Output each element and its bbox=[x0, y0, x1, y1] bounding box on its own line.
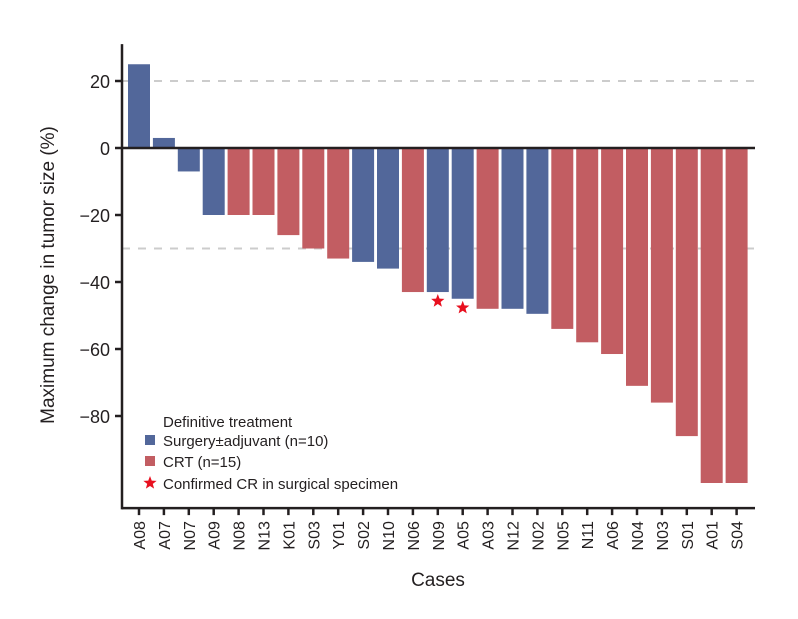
legend-swatch-surgery bbox=[145, 435, 155, 445]
x-tick-label: S03 bbox=[306, 521, 323, 550]
legend-item-surgery: Surgery±adjuvant (n=10) bbox=[145, 433, 328, 450]
legend: Definitive treatment Surgery±adjuvant (n… bbox=[143, 414, 398, 493]
legend-label-surgery: Surgery±adjuvant (n=10) bbox=[163, 433, 328, 450]
legend-swatch-crt bbox=[145, 456, 155, 466]
x-tick-label: N12 bbox=[506, 521, 523, 550]
x-tick-label: N11 bbox=[580, 521, 597, 549]
x-tick-label: S04 bbox=[730, 521, 747, 550]
x-tick-label: N07 bbox=[182, 521, 199, 550]
x-tick-label: N10 bbox=[381, 521, 398, 550]
x-tick-label: Y01 bbox=[331, 521, 348, 550]
x-tick-label: K01 bbox=[281, 521, 298, 550]
x-tick-label: N06 bbox=[406, 521, 423, 550]
bar-n09 bbox=[426, 148, 449, 293]
bars bbox=[128, 64, 748, 483]
y-tick-label: −80 bbox=[79, 407, 110, 427]
bar-a03 bbox=[476, 148, 499, 309]
y-axis-title: Maximum change in tumor size (%) bbox=[38, 126, 59, 424]
bar-a01 bbox=[700, 148, 723, 483]
legend-label-confirmed-cr: Confirmed CR in surgical specimen bbox=[163, 476, 398, 493]
bar-y01 bbox=[327, 148, 350, 259]
bar-s04 bbox=[725, 148, 748, 483]
star-icon bbox=[143, 476, 157, 489]
x-tick-label: N09 bbox=[431, 521, 448, 550]
x-tick-label: N13 bbox=[257, 521, 274, 550]
bar-s02 bbox=[352, 148, 375, 262]
legend-title: Definitive treatment bbox=[163, 414, 293, 431]
x-tick-label: A08 bbox=[132, 521, 149, 550]
bar-a08 bbox=[128, 64, 150, 148]
star-icon bbox=[431, 294, 445, 307]
y-ticks: 20 0 −20 −40 −60 −80 bbox=[79, 72, 122, 427]
x-tick-label: A03 bbox=[481, 521, 498, 550]
y-tick-label: −60 bbox=[79, 340, 110, 360]
x-tick-label: N05 bbox=[555, 521, 572, 550]
bar-k01 bbox=[277, 148, 300, 236]
x-tick-label: N03 bbox=[655, 521, 672, 550]
bar-a05 bbox=[451, 148, 474, 299]
x-tick-label: N08 bbox=[232, 521, 249, 550]
bar-s01 bbox=[675, 148, 698, 437]
bar-n13 bbox=[252, 148, 275, 215]
bar-n05 bbox=[551, 148, 574, 329]
y-tick-label: −40 bbox=[79, 273, 110, 293]
bar-n04 bbox=[626, 148, 648, 386]
y-tick-label: 20 bbox=[90, 72, 110, 92]
bar-n12 bbox=[501, 148, 524, 309]
x-tick-label: S01 bbox=[680, 521, 697, 550]
x-tick-label: A07 bbox=[157, 521, 174, 550]
bar-n10 bbox=[377, 148, 399, 269]
y-tick-label: 0 bbox=[100, 139, 110, 159]
x-tick-label: N02 bbox=[530, 521, 547, 550]
bar-n03 bbox=[650, 148, 673, 403]
bar-n07 bbox=[177, 148, 200, 172]
bar-a06 bbox=[601, 148, 624, 355]
x-tick-label: A06 bbox=[605, 521, 622, 550]
bar-n08 bbox=[227, 148, 250, 215]
confirmed-cr-stars bbox=[431, 294, 470, 314]
x-tick-label: S02 bbox=[356, 521, 373, 550]
y-tick-label: −20 bbox=[79, 206, 110, 226]
bar-a07 bbox=[152, 137, 175, 148]
bar-a09 bbox=[202, 148, 225, 215]
star-icon bbox=[456, 300, 470, 314]
bar-n11 bbox=[576, 148, 599, 343]
bar-n06 bbox=[401, 148, 424, 293]
x-tick-label: N04 bbox=[630, 521, 647, 550]
x-tick-label: A01 bbox=[705, 521, 722, 550]
legend-item-confirmed-cr: Confirmed CR in surgical specimen bbox=[143, 476, 398, 493]
bar-s03 bbox=[302, 148, 325, 249]
x-ticks: A08 A07 N07 A09 N08 N13 K01 S03 Y01 S02 N10 N06 N09 A… bbox=[132, 508, 747, 550]
legend-label-crt: CRT (n=15) bbox=[163, 454, 241, 471]
x-tick-label: A09 bbox=[207, 521, 224, 550]
legend-item-crt: CRT (n=15) bbox=[145, 454, 241, 471]
x-tick-label: A05 bbox=[456, 521, 473, 550]
bar-n02 bbox=[526, 148, 549, 314]
x-axis-title: Cases bbox=[411, 570, 465, 591]
